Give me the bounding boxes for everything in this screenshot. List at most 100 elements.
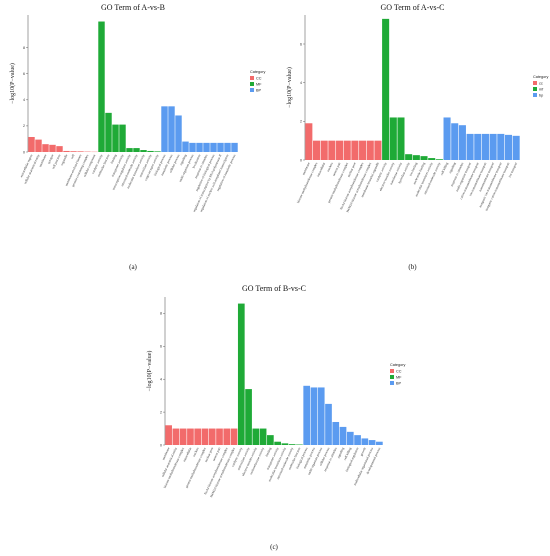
y-tick-label: 4 [160,378,162,382]
bar-bp [346,431,354,445]
panel-label: (b) [408,263,417,271]
bar-cc [172,428,180,445]
legend-label: BP [396,381,402,385]
bar-mf [405,154,413,160]
bar-mf [420,156,428,160]
bar-mf [140,150,147,152]
category-label: nucleus [192,446,200,457]
legend-swatch-bp [533,93,537,97]
bar-cc [35,139,42,152]
legend-label: CC [256,76,262,80]
y-axis-label: −log10(P−value) [286,67,293,108]
legend-swatch-cc [390,369,394,373]
bar-mf [133,148,140,152]
bar-bp [512,135,520,160]
bar-mf [119,124,126,152]
bar-cc [328,140,336,160]
bar-mf [147,150,154,152]
bar-bp [303,385,311,445]
bar-bp [210,142,217,152]
bar-mf [288,444,296,445]
bar-cc [28,136,35,152]
category-label: ion binding [408,161,418,176]
bar-cc [320,140,328,160]
bar-mf [389,117,397,160]
legend-label: bp [539,93,543,97]
bar-cc [70,151,77,152]
y-tick-label: 2 [160,410,162,414]
y-tick-label: 4 [300,81,302,85]
legend-swatch-cc [250,76,254,80]
bar-bp [451,123,459,160]
bar-cc [49,144,56,152]
bar-bp [458,125,466,160]
bar-cc [77,151,84,152]
category-label: intracellular [316,161,327,177]
legend-swatch-mf [390,375,394,379]
legend-label: mf [539,87,544,91]
bar-mf [397,117,405,160]
category-label: binding [265,446,273,457]
category-label: growth [359,446,367,456]
category-label: nuclear pore [204,446,215,463]
bar-bp [497,133,505,160]
legend-swatch-bp [390,381,394,385]
y-tick-label: 2 [300,120,302,124]
bar-mf [274,441,281,445]
bar-cc [305,123,313,160]
legend-swatch-mf [533,87,537,91]
bar-bp [317,387,325,445]
y-tick-label: 8 [160,312,162,316]
bar-bp [481,133,489,160]
bar-mf [245,389,252,445]
bar-bp [474,133,482,160]
panel-label: (c) [270,543,278,551]
category-label: membrane [301,161,311,175]
bar-bp [339,426,347,445]
bar-mf [267,435,274,445]
category-label: neuron part [212,447,222,462]
category-label: nucleus [326,161,334,172]
bar-bp [175,115,182,152]
bar-cc [201,428,209,445]
bar-cc [187,428,194,445]
chart-b-vs-c: GO Term of B-vs-C −log10(P−value) 0 2 4 6 8 mem… [146,284,406,551]
panel-a: GO Term of A-vs-B −log10(P−value) 0 2 4 6 8 ext… [0,0,275,278]
bar-cc [366,140,374,160]
category-label: localization [191,153,201,169]
category-label: cell killing [343,446,353,460]
category-label: membrane [161,446,171,460]
y-axis-label: −log10(P−value) [9,63,16,104]
y-tick-label: 0 [160,443,162,447]
bar-cc [230,428,238,445]
bar-cc [223,428,231,445]
bar-cc [343,140,351,160]
legend-label: MF [256,82,262,86]
bar-bp [231,142,238,152]
category-label: nuclear pore [346,161,357,178]
bar-bp [354,435,361,445]
bar-bp [310,387,318,445]
bar-bp [325,403,332,445]
panel-c: GO Term of B-vs-C −log10(P−value) 0 2 4 6 8 mem… [137,278,413,556]
legend-swatch-mf [250,82,254,86]
bar-cc [216,428,223,445]
bar-bp [466,133,474,160]
bar-mf [252,428,260,445]
chart-title: GO Term of B-vs-C [242,284,306,293]
bar-bp [189,142,196,152]
y-tick-label: 6 [160,345,162,349]
y-tick-label: 6 [300,42,302,46]
category-label: ion transport [508,162,519,178]
y-tick-label: 6 [23,72,25,76]
chart-a-vs-b: GO Term of A-vs-B−log10(P−value)02468ext… [9,3,266,271]
bar-bp [361,438,369,445]
bar-bp [168,106,175,152]
bar-bp [182,141,189,152]
bar-cc [374,140,382,160]
bar-mf [98,21,105,153]
legend-title: Category [250,70,266,74]
bar-mf [154,151,161,152]
y-tick-label: 4 [23,98,25,102]
y-tick-label: 0 [300,158,302,162]
